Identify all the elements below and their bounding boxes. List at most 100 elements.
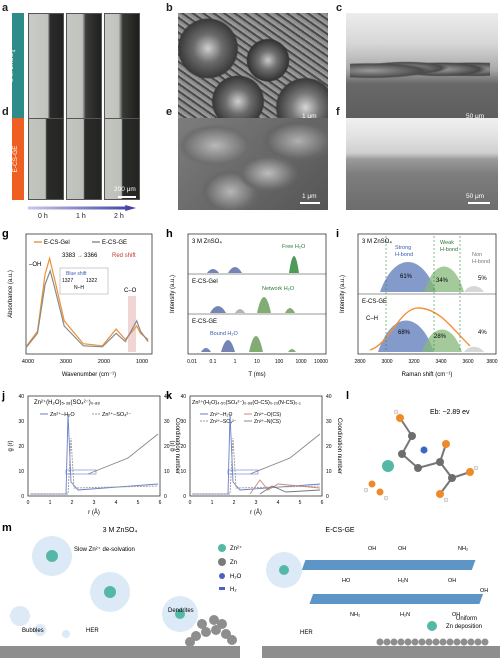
tick-j-x6: 6 xyxy=(159,500,162,506)
tick-k-y1: 10 xyxy=(180,469,186,475)
label-weak-1: Weak xyxy=(440,240,454,246)
label-free-h2o: Free H₂O xyxy=(282,244,306,250)
side-tag-gel-text: E-CS-GE xyxy=(12,145,19,173)
label-inset-a: 1327 xyxy=(62,278,73,284)
label-red-shift: Red shift xyxy=(112,253,136,259)
band-bottom-non xyxy=(464,346,484,352)
peak-ge-bound xyxy=(201,348,211,352)
chem-label-7: H₂N xyxy=(400,612,410,618)
chart-g-ticks: 4000 3000 2000 1000 xyxy=(22,359,148,365)
label-her-left: HER xyxy=(86,628,99,634)
chart-h-frame xyxy=(187,233,327,355)
tick-h-3: 10 xyxy=(254,359,260,365)
tick-k-y2: 20 xyxy=(180,444,186,450)
label-weak-2: H-bond xyxy=(440,247,458,253)
tick-k-y2-4: 40 xyxy=(326,394,332,400)
time-label-0h: 0 h xyxy=(38,213,48,220)
tick-g-3: 1000 xyxy=(136,359,148,365)
tick-h-5: 1000 xyxy=(295,359,306,365)
label-dendrites: Dendrites xyxy=(168,608,194,614)
optical-image-gel-1h xyxy=(66,118,102,200)
uniform-zn-ball xyxy=(453,638,461,646)
scale-label-f: 50 μm xyxy=(466,193,485,200)
tick-i-5: 3800 xyxy=(486,359,497,365)
chart-i-series xyxy=(369,236,484,352)
legend-zn: Zn xyxy=(230,560,237,566)
tick-j-y2-2: 20 xyxy=(164,444,170,450)
chart-j-xlabel: r (Å) xyxy=(88,509,100,516)
panel-label-k: k xyxy=(166,390,173,402)
rdf-h2o xyxy=(30,413,159,495)
chart-k-ylabel: g (r) xyxy=(170,441,176,452)
tick-j-y2: 20 xyxy=(18,444,24,450)
pct-bottom-strong: 68% xyxy=(398,330,411,336)
chart-j-xticks: 0 1 2 3 4 5 6 xyxy=(27,500,162,506)
tick-k-x5: 5 xyxy=(299,500,302,506)
tick-g-0: 4000 xyxy=(22,359,34,365)
dendrite-clusters xyxy=(350,55,490,81)
uniform-zn-ball xyxy=(432,638,440,646)
label-nh: N–H xyxy=(74,285,84,291)
tick-j-y2-3: 30 xyxy=(164,419,170,425)
label-non-1: Non xyxy=(472,252,482,258)
chem-label-5: OH xyxy=(448,578,456,584)
legend-k-ocs: Zn²⁺–O(CS) xyxy=(254,412,281,418)
label-uniform-1: Uniform xyxy=(456,616,477,622)
co-band xyxy=(128,296,136,352)
chart-j-y2label: Coordination number xyxy=(174,418,180,474)
tick-k-x4: 4 xyxy=(277,500,280,506)
uniform-zn-ball xyxy=(390,638,398,646)
legend-zn-icon xyxy=(218,558,226,566)
tick-k-x0: 0 xyxy=(189,500,192,506)
molecular-structure xyxy=(363,409,479,503)
cn-curve xyxy=(87,433,159,475)
tick-h-1: 0.1 xyxy=(210,359,217,365)
bubble-3 xyxy=(62,630,70,638)
legend-text-ge: E-CS-GE xyxy=(102,240,127,246)
legend-k-ncs: Zn²⁺–N(CS) xyxy=(254,419,281,425)
tick-k-y3: 30 xyxy=(180,419,186,425)
tick-i-2: 3200 xyxy=(408,359,419,365)
sem-image-gel-flat xyxy=(178,118,328,210)
time-label-1h: 1 h xyxy=(76,213,86,220)
legend-h2: H₂ xyxy=(230,587,237,593)
label-non-2: H-bond xyxy=(472,259,490,265)
tick-h-2: 1 xyxy=(234,359,237,365)
tick-k-y2-2: 20 xyxy=(326,444,332,450)
tick-i-3: 3400 xyxy=(435,359,446,365)
pct-top-non: 5% xyxy=(478,276,487,282)
band-bottom-weak xyxy=(422,329,462,352)
label-inset-b: 1322 xyxy=(86,278,97,284)
tick-k-y2-0: 0 xyxy=(326,494,329,500)
label-ch: C–H xyxy=(366,316,378,322)
tick-k-y2-1: 10 xyxy=(326,469,332,475)
panel-label-h: h xyxy=(166,228,173,240)
sem-image-gel-cross-section xyxy=(346,118,498,210)
tick-j-x3: 3 xyxy=(93,500,96,506)
tick-k-x2: 2 xyxy=(233,500,236,506)
scale-label-b: 1 μm xyxy=(302,113,317,120)
row-jkl-charts: j Zn²⁺(H₂O)₅.₃₈(SO₄²⁻)₀.₈₈ Zn²⁺–H₂O Zn²⁺… xyxy=(1,390,479,516)
optical-image-gel-2h xyxy=(104,118,140,200)
chart-h-xlabel: T (ms) xyxy=(248,372,265,378)
sem-image-zn-dendrites xyxy=(178,13,328,131)
schematic-right-title: E-CS-GE xyxy=(325,527,355,534)
chart-k-title: Zn²⁺(H₂O)₄.₅₀(SO₄²⁻)₀.₈₈(O-CS)₀.₂₃(N-CS)… xyxy=(192,399,301,406)
tick-i-4: 3600 xyxy=(462,359,473,365)
scale-bar-d xyxy=(118,196,136,198)
gel-network: OH OH NH₂ HO H₂N OH NH₂ H₂N OH OH xyxy=(301,546,488,618)
tick-g-1: 3000 xyxy=(60,359,72,365)
panel-label-j: j xyxy=(1,390,5,402)
uniform-zn-ball xyxy=(446,638,454,646)
panel-label-g: g xyxy=(2,228,9,240)
uniform-zn-ball xyxy=(404,638,412,646)
chem-label-6: NH₂ xyxy=(350,612,360,618)
peak-gel-free xyxy=(285,308,295,313)
tick-h-6: 10000 xyxy=(314,359,328,365)
chart-i-bottom-label: E-CS-GE xyxy=(362,299,387,305)
tick-j-x5: 5 xyxy=(137,500,140,506)
chart-g-series xyxy=(25,256,149,349)
rdf-ocs xyxy=(249,479,321,495)
tick-h-4: 100 xyxy=(275,359,284,365)
rdf-so4 xyxy=(30,437,159,495)
